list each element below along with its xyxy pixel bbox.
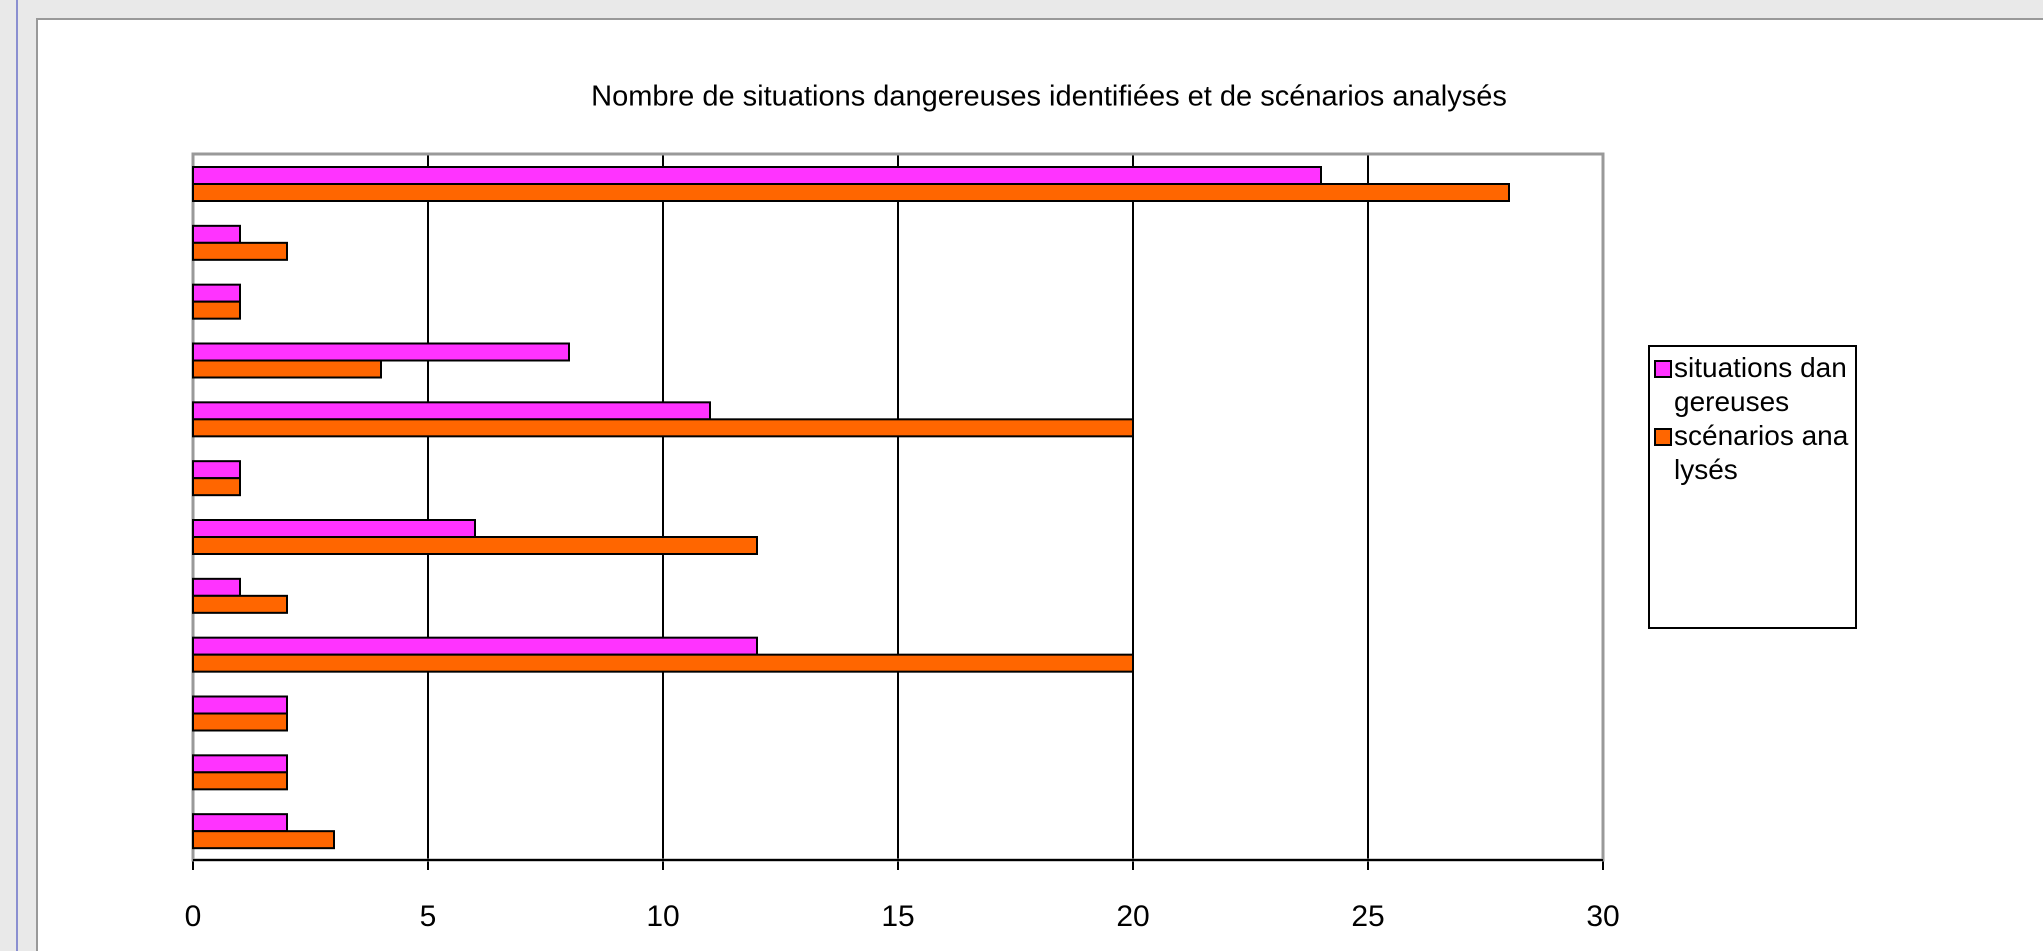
bar [192,813,288,833]
bar [192,418,1134,438]
bar [192,594,288,614]
x-tick-label: 15 [881,900,914,933]
legend-swatch [1654,360,1672,378]
x-tick-label: 20 [1116,900,1149,933]
x-tick-label: 30 [1586,900,1619,933]
bar [192,359,382,379]
bar [192,342,570,362]
x-tick-label: 25 [1351,900,1384,933]
chart-title: Nombre de situations dangereuses identif… [591,81,1507,113]
legend-item: situations dangereuses [1654,351,1853,419]
bar [192,300,241,320]
bar [192,224,241,244]
bar [192,712,288,732]
legend-label: scénarios analysés [1674,420,1849,485]
bar [192,166,1322,185]
bar [192,754,288,774]
bar [192,241,288,261]
legend-label: situations dangereuses [1674,352,1847,417]
legend-item: scénarios analysés [1654,419,1853,487]
bar [192,830,335,850]
x-tick-label: 0 [185,900,202,933]
bar [192,653,1134,673]
bar [192,183,1510,202]
legend-swatch [1654,428,1672,446]
bar [192,636,758,656]
bar [192,519,476,538]
bar [192,460,241,480]
bar [192,477,241,497]
bar [192,536,758,555]
bar [192,577,241,597]
bar [192,771,288,791]
bar [192,695,288,715]
bar [192,283,241,303]
x-tick-label: 10 [646,900,679,933]
x-tick-label: 5 [420,900,437,933]
window-edge [16,0,18,951]
legend: situations dangereuses scénarios analysés [1648,345,1857,629]
bar [192,401,711,421]
